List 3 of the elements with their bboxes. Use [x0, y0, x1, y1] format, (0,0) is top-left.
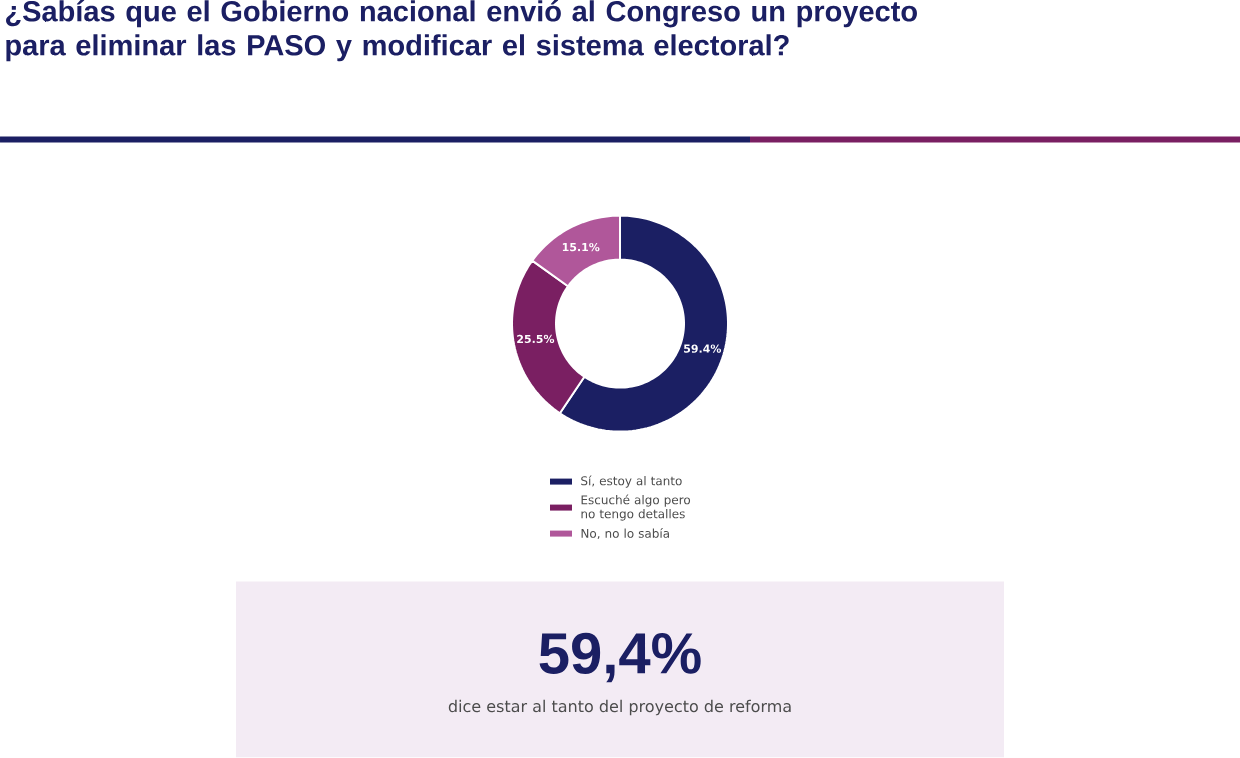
text: dice estar al tanto del proyecto de reforma: [448, 700, 791, 716]
text: 59,4%: [539, 633, 701, 683]
chart-title: ¿Sabías que el Gobierno nacional envió al Congreso un proyecto para eliminar las PASO y modificar el sistema electoral?: [6, 0, 917, 62]
